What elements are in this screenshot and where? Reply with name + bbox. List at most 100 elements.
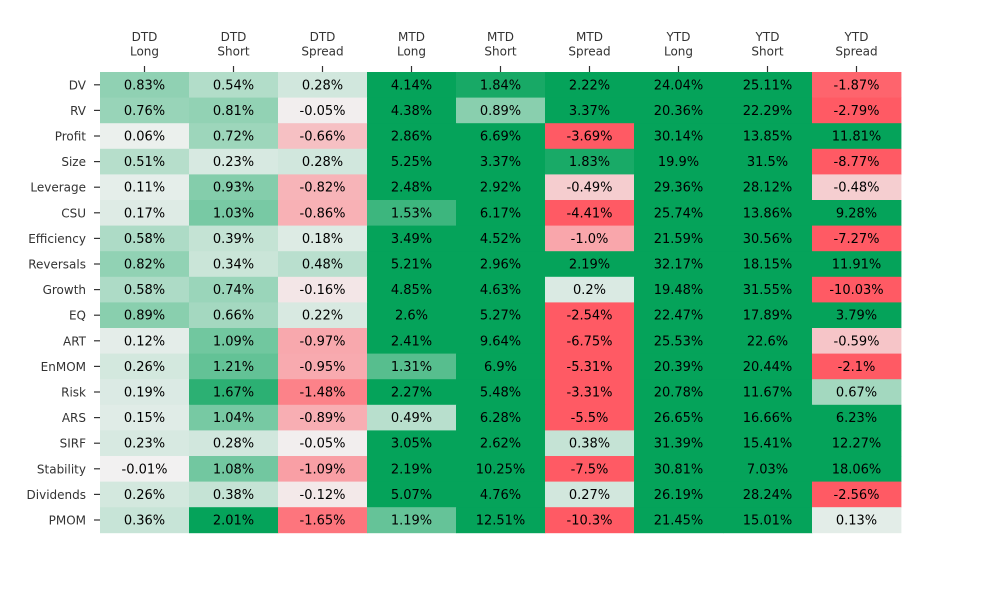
- heatmap-cell-11-4: [456, 353, 546, 380]
- cell-value-9-5: -2.54%: [567, 309, 613, 324]
- cell-value-12-1: 1.67%: [213, 386, 254, 401]
- cell-value-3-1: 0.23%: [213, 155, 254, 170]
- cell-value-3-2: 0.28%: [302, 155, 343, 170]
- column-label-8-line-1: Spread: [835, 45, 877, 59]
- cell-value-11-7: 20.44%: [743, 360, 793, 375]
- cell-value-7-0: 0.82%: [124, 258, 165, 273]
- cell-value-7-3: 5.21%: [391, 258, 432, 273]
- heatmap-cell-8-7: [723, 276, 813, 303]
- heatmap-cell-11-8: [812, 353, 902, 380]
- cell-value-16-1: 0.38%: [213, 488, 254, 503]
- cell-value-10-7: 22.6%: [747, 334, 788, 349]
- heatmap-cell-17-5: [545, 507, 635, 534]
- cell-value-0-7: 25.11%: [743, 78, 793, 93]
- heatmap-cell-10-0: [100, 328, 190, 354]
- heatmap-cell-1-0: [100, 97, 190, 124]
- heatmap-cell-11-3: [367, 353, 457, 380]
- heatmap-cell-13-5: [545, 404, 635, 431]
- cell-value-2-7: 13.85%: [743, 130, 793, 145]
- cell-value-3-5: 1.83%: [569, 155, 610, 170]
- heatmap-cell-10-4: [456, 328, 546, 354]
- cell-value-6-0: 0.58%: [124, 232, 165, 247]
- column-label-7-line-1: Short: [751, 45, 783, 59]
- heatmap-cell-0-7: [723, 72, 813, 98]
- heatmap-cell-13-8: [812, 404, 902, 431]
- heatmap-cell-14-0: [100, 430, 190, 457]
- cell-value-5-1: 1.03%: [213, 206, 254, 221]
- cell-value-6-5: -1.0%: [571, 232, 609, 247]
- heatmap-cell-16-8: [812, 481, 902, 508]
- cell-value-11-3: 1.31%: [391, 360, 432, 375]
- heatmap-cell-1-4: [456, 97, 546, 124]
- cell-value-15-6: 30.81%: [654, 462, 704, 477]
- heatmap-cell-0-8: [812, 72, 902, 98]
- heatmap-cell-8-1: [189, 276, 279, 303]
- cell-value-1-1: 0.81%: [213, 104, 254, 119]
- cell-value-2-3: 2.86%: [391, 130, 432, 145]
- cell-value-12-8: 0.67%: [836, 386, 877, 401]
- cell-value-5-7: 13.86%: [743, 206, 793, 221]
- cell-value-8-2: -0.16%: [300, 283, 346, 298]
- cell-value-10-6: 25.53%: [654, 334, 704, 349]
- heatmap-cell-3-6: [634, 148, 724, 175]
- cell-value-14-6: 31.39%: [654, 437, 704, 452]
- cell-value-8-6: 19.48%: [654, 283, 704, 298]
- cell-value-2-5: -3.69%: [567, 130, 613, 145]
- cell-value-9-2: 0.22%: [302, 309, 343, 324]
- heatmap-cell-11-6: [634, 353, 724, 380]
- heatmap-cell-13-2: [278, 404, 368, 431]
- heatmap-cell-9-2: [278, 302, 368, 329]
- cell-value-3-4: 3.37%: [480, 155, 521, 170]
- cell-value-4-8: -0.48%: [834, 181, 880, 196]
- heatmap-cell-5-3: [367, 200, 457, 226]
- row-label-risk: Risk: [61, 386, 86, 400]
- heatmap-cell-2-5: [545, 123, 635, 150]
- heatmap-cell-15-5: [545, 456, 635, 482]
- heatmap-cell-14-4: [456, 430, 546, 457]
- heatmap-cell-0-2: [278, 72, 368, 98]
- heatmap-cell-12-1: [189, 379, 279, 406]
- heatmap-cell-8-6: [634, 276, 724, 303]
- heatmap-cell-15-8: [812, 456, 902, 482]
- heatmap-cell-7-1: [189, 251, 279, 278]
- cell-value-11-8: -2.1%: [838, 360, 876, 375]
- cell-value-16-3: 5.07%: [391, 488, 432, 503]
- heatmap-cell-6-2: [278, 225, 368, 252]
- heatmap-cell-8-3: [367, 276, 457, 303]
- cell-value-3-7: 31.5%: [747, 155, 788, 170]
- heatmap-cell-5-8: [812, 200, 902, 226]
- heatmap-cell-14-5: [545, 430, 635, 457]
- heatmap-cell-1-2: [278, 97, 368, 124]
- heatmap-cell-5-5: [545, 200, 635, 226]
- heatmap-cell-16-6: [634, 481, 724, 508]
- column-label-6-line-0: YTD: [666, 30, 691, 44]
- row-label-pmom: PMOM: [49, 514, 86, 528]
- cell-value-4-2: -0.82%: [300, 181, 346, 196]
- heatmap-cell-3-4: [456, 148, 546, 175]
- cell-value-16-2: -0.12%: [300, 488, 346, 503]
- cell-value-14-2: -0.05%: [300, 437, 346, 452]
- heatmap-cell-1-3: [367, 97, 457, 124]
- heatmap-cell-16-0: [100, 481, 190, 508]
- cell-value-12-7: 11.67%: [743, 386, 793, 401]
- heatmap-cell-10-2: [278, 328, 368, 354]
- cell-value-16-4: 4.76%: [480, 488, 521, 503]
- cell-value-0-2: 0.28%: [302, 78, 343, 93]
- heatmap-cell-9-3: [367, 302, 457, 329]
- cell-value-6-8: -7.27%: [834, 232, 880, 247]
- heatmap-cell-15-3: [367, 456, 457, 482]
- cell-value-2-0: 0.06%: [124, 130, 165, 145]
- heatmap-cell-17-2: [278, 507, 368, 534]
- cell-value-13-7: 16.66%: [743, 411, 793, 426]
- cell-value-9-6: 22.47%: [654, 309, 704, 324]
- heatmap-cell-7-4: [456, 251, 546, 278]
- cell-value-14-4: 2.62%: [480, 437, 521, 452]
- cell-value-16-8: -2.56%: [834, 488, 880, 503]
- cell-value-0-1: 0.54%: [213, 78, 254, 93]
- heatmap-cell-14-6: [634, 430, 724, 457]
- heatmap-cell-11-1: [189, 353, 279, 380]
- heatmap-cell-4-8: [812, 174, 902, 201]
- cell-value-9-1: 0.66%: [213, 309, 254, 324]
- cell-value-5-2: -0.86%: [300, 206, 346, 221]
- cell-value-4-1: 0.93%: [213, 181, 254, 196]
